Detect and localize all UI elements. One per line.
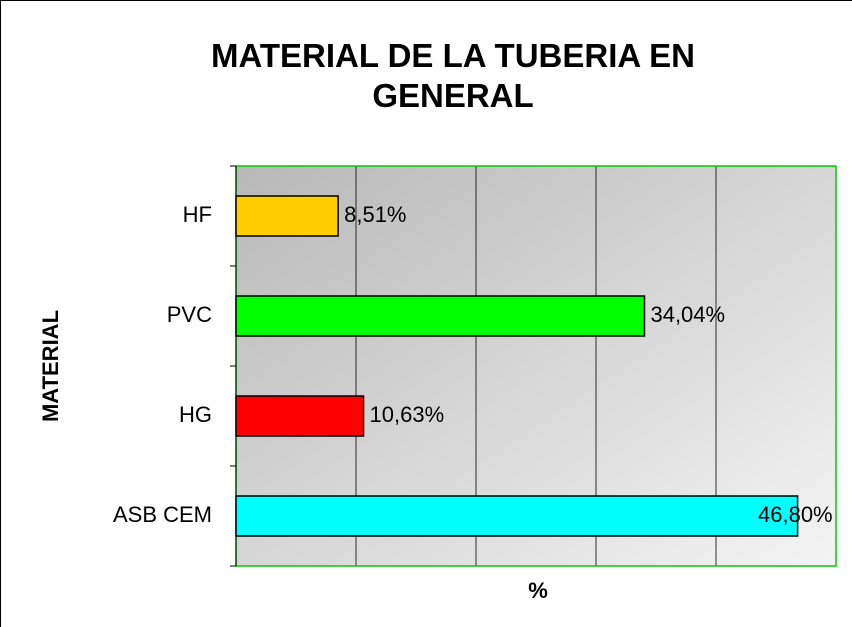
- y-tick-label: HG: [179, 402, 212, 427]
- data-label: 34,04%: [650, 302, 725, 327]
- data-label: 46,80%: [758, 502, 833, 527]
- x-axis-label: %: [528, 578, 548, 603]
- bar: [235, 395, 365, 437]
- y-axis-label: MATERIAL: [38, 310, 63, 422]
- y-tick-label: ASB CEM: [113, 502, 212, 527]
- data-label: 10,63%: [370, 402, 445, 427]
- chart-title: MATERIAL DE LA TUBERIA EN GENERAL: [211, 37, 695, 114]
- bar: [235, 195, 339, 237]
- bar: [235, 295, 646, 337]
- y-tick-label: HF: [183, 202, 212, 227]
- y-tick-label: PVC: [167, 302, 212, 327]
- bar: [235, 495, 799, 537]
- data-label: 8,51%: [344, 202, 406, 227]
